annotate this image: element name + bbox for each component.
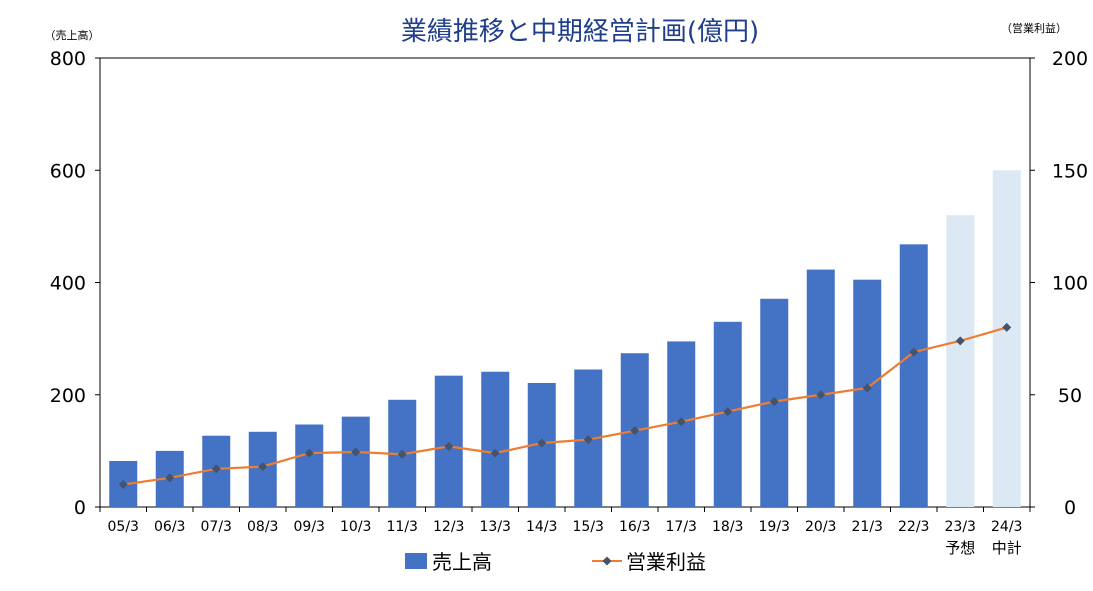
line-point-marker (118, 480, 128, 490)
line-point-marker (444, 441, 454, 451)
left-tick-label: 800 (50, 48, 86, 70)
line-point-marker (537, 438, 547, 448)
bar (853, 279, 882, 507)
x-tick-label: 14/3 (526, 519, 557, 535)
x-tick-label: 09/3 (294, 519, 325, 535)
legend-bar-label: 売上高 (432, 550, 492, 574)
line-point-marker (676, 417, 686, 427)
x-tick-label: 10/3 (340, 519, 371, 535)
right-tick-label: 50 (1058, 385, 1082, 407)
x-tick-label: 17/3 (666, 519, 697, 535)
x-tick-sublabel: 中計 (992, 539, 1022, 557)
right-tick-label: 100 (1052, 273, 1088, 295)
x-tick-label: 08/3 (247, 519, 278, 535)
x-tick-label: 22/3 (898, 519, 929, 535)
line-point-marker (816, 390, 826, 400)
bar (806, 269, 835, 507)
line-point-marker (1002, 322, 1012, 332)
chart-title: 業績推移と中期経営計画(億円) (401, 17, 759, 47)
legend-line-label: 営業利益 (626, 550, 706, 574)
x-tick-label: 23/3 (945, 519, 976, 535)
plot-area: 0 200 400 600 800 0 50 100 150 200 05/3 06/3 07/3 08/… (50, 48, 1088, 557)
legend-line-marker (602, 556, 612, 566)
x-tick-label: 24/3 (991, 519, 1022, 535)
x-tick-label: 20/3 (805, 519, 836, 535)
x-tick-label: 12/3 (433, 519, 464, 535)
line-point-marker (211, 464, 221, 474)
line-point-marker (397, 449, 407, 459)
x-tick-label: 16/3 (619, 519, 650, 535)
line-point-marker (955, 336, 965, 346)
line-point-marker (769, 396, 779, 406)
x-tick-label: 13/3 (480, 519, 511, 535)
line-point-marker (630, 426, 640, 436)
left-tick-label: 400 (50, 273, 86, 295)
left-tick-label: 0 (74, 497, 86, 519)
right-axis-label: （営業利益） (1001, 21, 1067, 35)
line-point-marker (258, 462, 268, 472)
bar (341, 416, 370, 507)
forecast-bar (992, 170, 1021, 507)
legend: 売上高 営業利益 (405, 550, 706, 574)
x-tick-label: 05/3 (108, 519, 139, 535)
x-tick-sublabel: 予想 (945, 539, 975, 557)
left-tick-label: 600 (50, 160, 86, 182)
right-tick-label: 150 (1052, 160, 1088, 182)
x-tick-label: 18/3 (712, 519, 743, 535)
line-point-marker (490, 448, 500, 458)
bar (481, 371, 510, 507)
x-tick-label: 19/3 (759, 519, 790, 535)
line-point-marker (165, 473, 175, 483)
x-tick-label: 06/3 (154, 519, 185, 535)
left-axis-label: （売上高） (45, 28, 100, 42)
line-series (123, 326, 1008, 486)
forecast-bar (946, 215, 975, 507)
line-point-marker (862, 383, 872, 393)
bar (434, 375, 463, 507)
line-point-marker (304, 448, 314, 458)
line-point-marker (909, 347, 919, 357)
line-point-marker (583, 435, 593, 445)
bar (295, 424, 324, 507)
bar (899, 244, 928, 507)
line-point-marker (351, 447, 361, 457)
x-tick-label: 07/3 (201, 519, 232, 535)
right-tick-label: 200 (1052, 48, 1088, 70)
legend-bar-swatch (405, 553, 427, 569)
x-tick-label: 11/3 (387, 519, 418, 535)
x-tick-label: 21/3 (852, 519, 883, 535)
left-tick-label: 200 (50, 385, 86, 407)
right-tick-label: 0 (1064, 497, 1076, 519)
line-point-marker (723, 407, 733, 417)
x-tick-label: 15/3 (573, 519, 604, 535)
